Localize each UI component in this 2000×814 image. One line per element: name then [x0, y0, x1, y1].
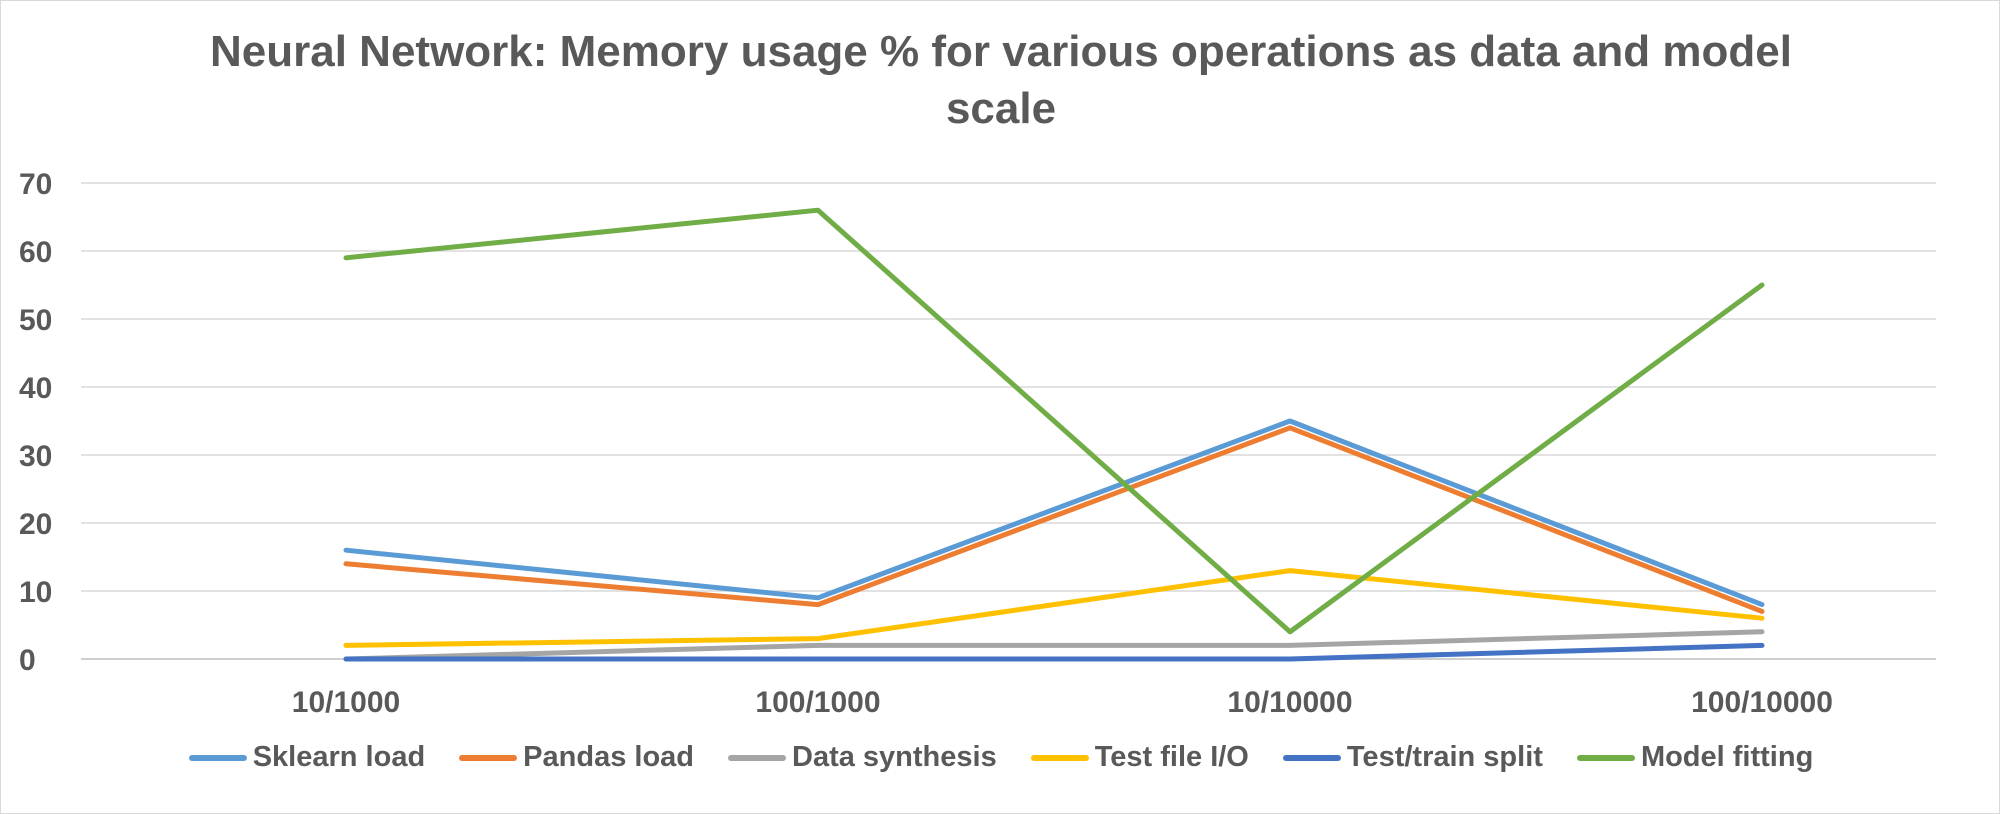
x-axis-ticks: 10/1000 100/1000 10/10000 100/10000 — [292, 686, 1833, 719]
series-line-pandas-load — [343, 425, 1765, 614]
legend-item-test-train-split: Test/train split — [1282, 741, 1543, 774]
legend-label: Model fitting — [1640, 741, 1814, 773]
legend-label: Test/train split — [1346, 741, 1543, 773]
legend: Sklearn load Pandas load Data synthesis Tes… — [1, 741, 2000, 774]
x-tick-label: 10/1000 — [292, 686, 400, 719]
legend-label: Sklearn load — [252, 741, 426, 773]
y-tick-label: 10 — [19, 576, 52, 609]
x-tick-label: 100/10000 — [1691, 686, 1833, 719]
x-tick-label: 10/10000 — [1227, 686, 1352, 719]
legend-label: Data synthesis — [792, 741, 997, 773]
y-axis-ticks: 0 10 20 30 40 50 60 70 — [19, 168, 52, 677]
legend-label: Pandas load — [523, 741, 694, 773]
y-tick-label: 30 — [19, 440, 52, 473]
y-tick-label: 20 — [19, 508, 52, 541]
series-line-sklearn-load — [343, 418, 1765, 608]
series-lines — [343, 207, 1765, 662]
legend-item-data-synthesis: Data synthesis — [728, 741, 997, 774]
chart-title: Neural Network: Memory usage % for vario… — [101, 23, 1901, 137]
series-line-model-fitting — [343, 207, 1765, 635]
series-line-test-file-i-o — [343, 568, 1765, 648]
series-line-test-train-split — [343, 642, 1765, 662]
chart-title-line-2: scale — [945, 84, 1057, 134]
y-tick-label: 70 — [19, 168, 52, 201]
legend-item-sklearn-load: Sklearn load — [188, 741, 426, 774]
legend-item-pandas-load: Pandas load — [459, 741, 694, 774]
y-tick-label: 60 — [19, 236, 52, 269]
legend-swatch — [728, 754, 786, 761]
legend-swatch — [1030, 754, 1089, 761]
series-line-data-synthesis — [343, 629, 1765, 662]
legend-item-model-fitting: Model fitting — [1576, 741, 1814, 774]
legend-swatch — [459, 754, 518, 761]
chart-title-line-1: Neural Network: Memory usage % for vario… — [210, 27, 1792, 76]
y-tick-label: 40 — [19, 372, 52, 405]
legend-swatch — [1282, 754, 1341, 761]
legend-swatch — [1576, 754, 1635, 761]
gridlines — [81, 182, 1936, 660]
legend-label: Test file I/O — [1094, 741, 1249, 773]
x-tick-label: 100/1000 — [755, 686, 880, 719]
legend-swatch — [188, 754, 247, 761]
legend-item-test-file-i-o: Test file I/O — [1030, 741, 1249, 774]
y-tick-label: 50 — [19, 304, 52, 337]
y-tick-label: 0 — [19, 644, 36, 677]
